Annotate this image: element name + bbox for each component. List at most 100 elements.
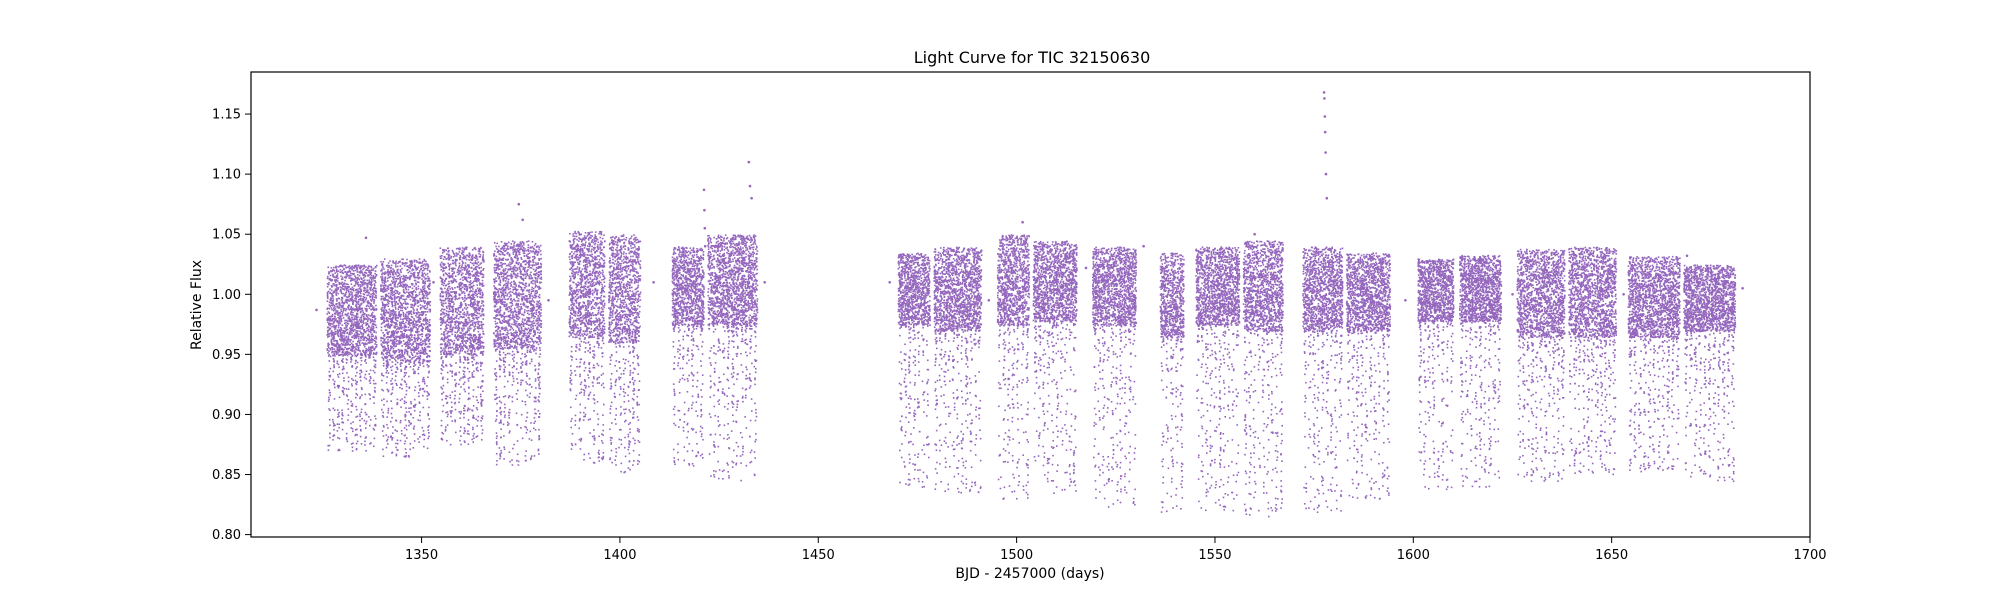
data-point xyxy=(332,301,334,303)
data-point xyxy=(374,273,376,275)
data-point xyxy=(346,283,348,285)
data-point xyxy=(355,380,357,382)
data-point xyxy=(356,409,358,411)
data-point xyxy=(415,364,417,366)
data-point xyxy=(332,323,334,325)
data-point xyxy=(336,354,338,356)
data-point xyxy=(456,315,458,317)
data-point xyxy=(338,449,340,451)
data-point xyxy=(464,375,466,377)
data-point xyxy=(449,303,451,305)
data-point xyxy=(389,327,391,329)
data-point xyxy=(414,351,416,353)
data-point xyxy=(461,329,463,331)
data-point xyxy=(332,419,334,421)
data-point xyxy=(411,336,413,338)
data-point xyxy=(362,324,364,326)
data-point xyxy=(346,340,348,342)
data-point xyxy=(359,370,361,372)
data-point xyxy=(340,327,342,329)
data-point xyxy=(456,338,458,340)
data-point xyxy=(476,269,478,271)
data-point xyxy=(425,314,427,316)
data-point xyxy=(394,353,396,355)
data-point xyxy=(418,300,420,302)
data-point xyxy=(394,299,396,301)
data-point xyxy=(375,318,377,320)
data-point xyxy=(389,277,391,279)
data-point xyxy=(421,330,423,332)
data-point xyxy=(466,308,468,310)
data-point xyxy=(406,262,408,264)
data-point xyxy=(382,318,384,320)
data-point xyxy=(369,315,371,317)
data-point xyxy=(473,359,475,361)
data-point xyxy=(389,297,391,299)
data-point xyxy=(361,388,363,390)
data-point xyxy=(345,313,347,315)
data-point xyxy=(466,313,468,315)
data-point xyxy=(374,343,376,345)
data-point xyxy=(328,323,330,325)
data-point xyxy=(458,307,460,309)
data-point xyxy=(424,260,426,262)
data-point xyxy=(410,319,412,321)
data-point xyxy=(355,355,357,357)
data-point xyxy=(334,343,336,345)
data-point xyxy=(333,367,335,369)
data-point xyxy=(479,284,481,286)
data-point xyxy=(447,298,449,300)
data-point xyxy=(472,346,474,348)
data-point xyxy=(349,319,351,321)
data-point xyxy=(343,366,345,368)
data-point xyxy=(370,378,372,380)
data-point xyxy=(338,270,340,272)
data-point xyxy=(462,309,464,311)
data-point xyxy=(347,355,349,357)
data-point xyxy=(469,296,471,298)
data-point xyxy=(356,443,358,445)
data-point xyxy=(339,265,341,267)
data-point xyxy=(404,376,406,378)
data-point xyxy=(414,266,416,268)
data-point xyxy=(395,322,397,324)
data-point xyxy=(459,273,461,275)
data-point xyxy=(383,365,385,367)
data-point xyxy=(381,409,383,411)
data-point xyxy=(343,380,345,382)
data-point xyxy=(445,302,447,304)
data-point xyxy=(399,336,401,338)
data-point xyxy=(462,279,464,281)
data-point xyxy=(337,409,339,411)
data-point xyxy=(462,346,464,348)
data-point xyxy=(399,340,401,342)
data-point xyxy=(337,361,339,363)
data-point xyxy=(424,381,426,383)
data-point xyxy=(392,452,394,454)
data-point xyxy=(418,334,420,336)
data-point xyxy=(456,349,458,351)
data-point xyxy=(335,267,337,269)
data-point xyxy=(463,301,465,303)
data-point xyxy=(331,267,333,269)
data-point xyxy=(394,322,396,324)
data-point xyxy=(356,330,358,332)
data-point xyxy=(352,289,354,291)
data-point xyxy=(468,380,470,382)
data-point xyxy=(412,354,414,356)
data-point xyxy=(338,386,340,388)
data-point xyxy=(447,319,449,321)
data-point xyxy=(333,310,335,312)
data-point xyxy=(424,324,426,326)
data-point xyxy=(451,298,453,300)
data-point xyxy=(332,379,334,381)
data-point xyxy=(451,334,453,336)
data-point xyxy=(381,380,383,382)
data-point xyxy=(357,313,359,315)
data-point xyxy=(401,430,403,432)
data-point xyxy=(403,340,405,342)
data-point xyxy=(413,349,415,351)
data-point xyxy=(348,354,350,356)
data-point xyxy=(365,359,367,361)
data-point xyxy=(350,331,352,333)
